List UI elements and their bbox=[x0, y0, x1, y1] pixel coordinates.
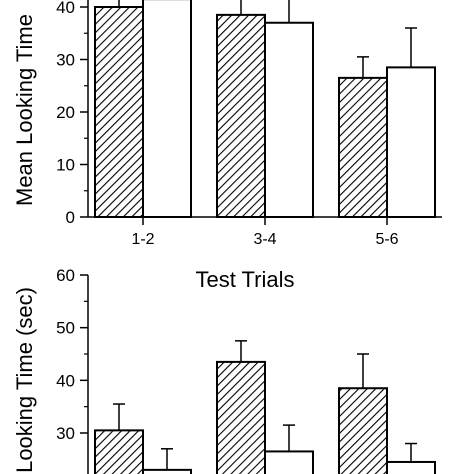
hatched-bar bbox=[94, 6, 144, 218]
hatched-bar bbox=[338, 387, 388, 474]
y-tick-label: 30 bbox=[56, 51, 75, 70]
y-tick-label: 40 bbox=[56, 0, 75, 17]
open-bar bbox=[142, 468, 192, 474]
y-tick-label: 10 bbox=[56, 156, 75, 175]
y-tick-label: 20 bbox=[56, 103, 75, 122]
hatched-bar bbox=[94, 429, 144, 474]
open-bar bbox=[264, 450, 314, 474]
y-tick-label: 50 bbox=[56, 319, 75, 338]
y-axis-title: Looking Time (sec) bbox=[12, 287, 37, 473]
open-bar bbox=[142, 0, 192, 218]
y-tick-label: 60 bbox=[56, 266, 75, 285]
x-tick-label: 5-6 bbox=[375, 231, 398, 248]
open-bar bbox=[386, 66, 436, 218]
open-bar bbox=[264, 21, 314, 218]
hatched-bar bbox=[216, 13, 266, 218]
y-tick-label: 40 bbox=[56, 371, 75, 390]
top-panel: 0 10 20 30 40 1-2 3-4 5-6 Test Trials Mean Lookin… bbox=[12, 0, 442, 292]
x-axis-title: Test Trials bbox=[195, 267, 294, 292]
y-axis-title: Mean Looking Time bbox=[12, 14, 37, 206]
hatched-bar bbox=[338, 76, 388, 218]
bottom-panel: 30 40 50 60 Looking Time (sec) bbox=[12, 266, 436, 474]
hatched-bar bbox=[216, 360, 266, 474]
x-tick-label: 1-2 bbox=[131, 231, 154, 248]
x-tick-label: 3-4 bbox=[253, 231, 276, 248]
y-tick-label: 0 bbox=[66, 208, 75, 227]
open-bar bbox=[386, 460, 436, 474]
y-tick-label: 30 bbox=[56, 424, 75, 443]
